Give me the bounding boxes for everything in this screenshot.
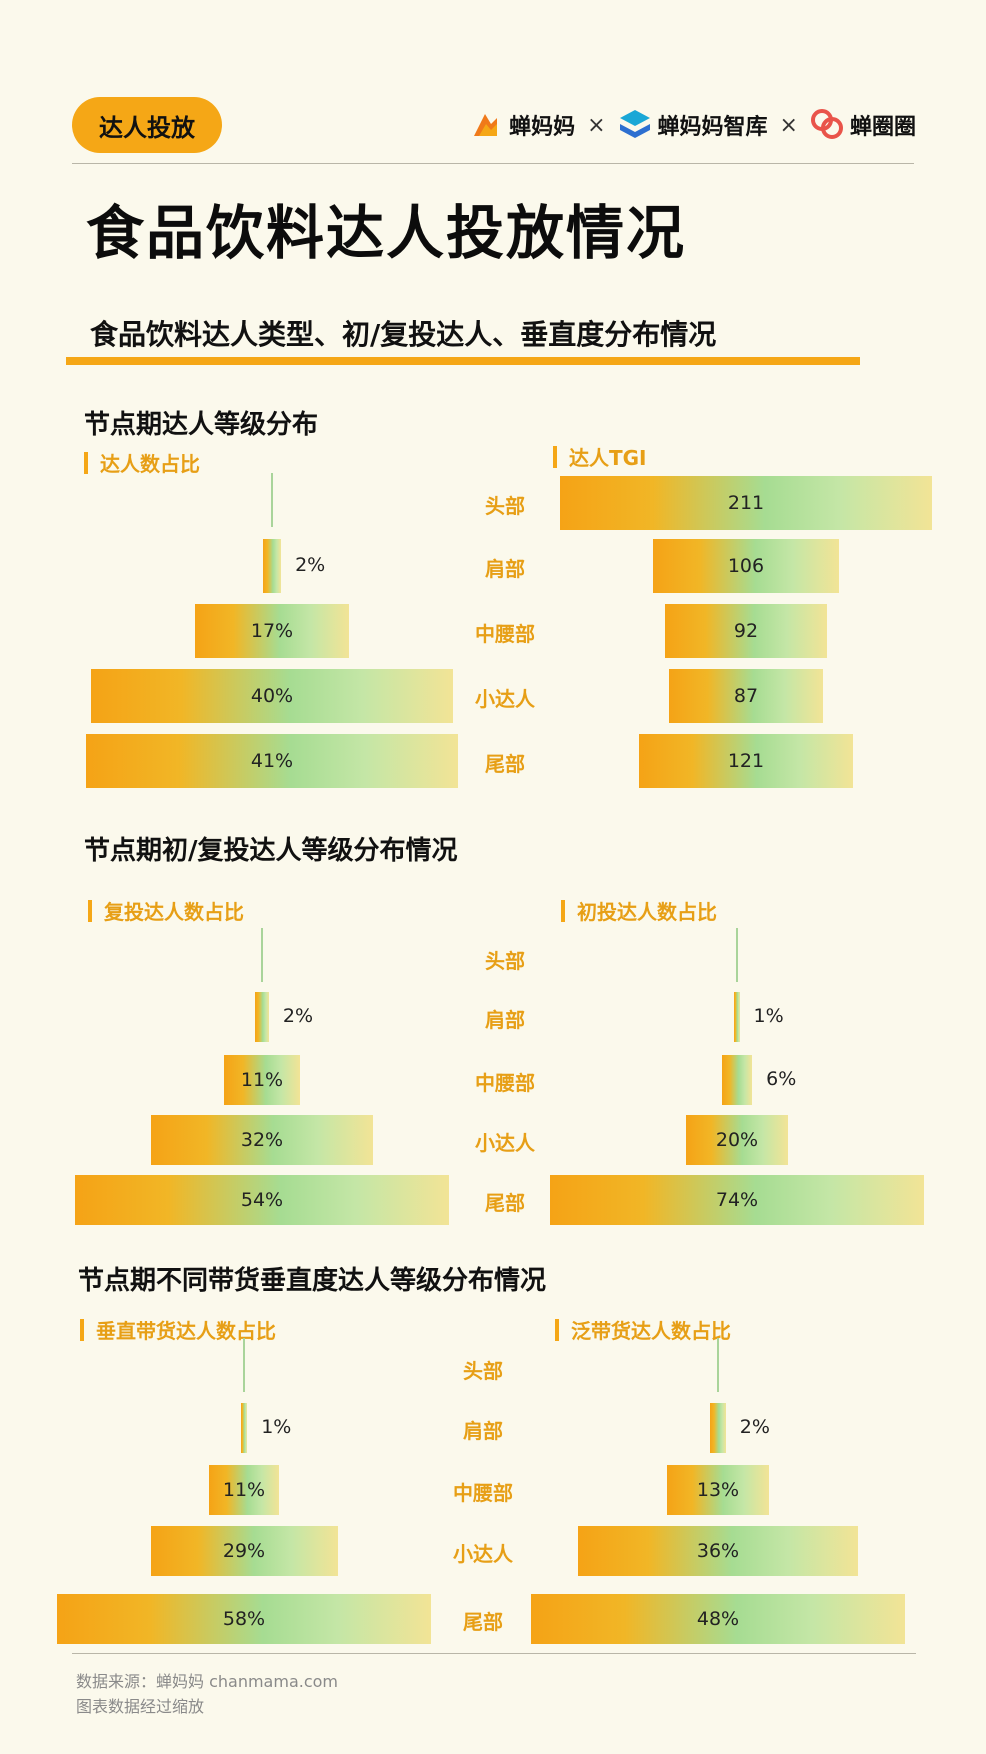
legend-label: 初投达人数占比 bbox=[577, 900, 717, 924]
bar-right-value: 36% bbox=[577, 1526, 859, 1576]
legend-marker bbox=[88, 899, 92, 922]
section-title-vertical: 节点期不同带货垂直度达人等级分布情况 bbox=[78, 1266, 547, 1296]
divider bbox=[72, 163, 914, 164]
brand-chanmama: 蝉妈妈 bbox=[469, 108, 575, 142]
bar-right-value: 211 bbox=[560, 476, 932, 530]
data-label: 6% bbox=[766, 1068, 797, 1090]
category-label: 中腰部 bbox=[475, 622, 535, 646]
bar-left-value: 40% bbox=[90, 669, 454, 723]
bar-left-value: 29% bbox=[150, 1526, 338, 1576]
brand-zhiku: 蝉妈妈智库 bbox=[618, 108, 768, 142]
category-label: 肩部 bbox=[463, 1419, 503, 1443]
data-note: 图表数据经过缩放 bbox=[76, 1697, 205, 1716]
bar-left bbox=[255, 992, 269, 1042]
bar-right bbox=[721, 1055, 753, 1105]
subtitle-underline bbox=[66, 357, 860, 365]
bar-right-value: 74% bbox=[550, 1175, 924, 1225]
data-label: 2% bbox=[282, 1005, 314, 1027]
brand-separator: × bbox=[587, 112, 606, 138]
brand-name: 蝉妈妈智库 bbox=[657, 115, 768, 140]
legend-marker bbox=[561, 899, 565, 922]
legend-label: 达人数占比 bbox=[100, 452, 200, 476]
legend-right: 初投达人数占比 bbox=[561, 896, 717, 925]
category-label: 尾部 bbox=[485, 1191, 525, 1215]
data-label: 1% bbox=[753, 1005, 784, 1027]
bar-left-value: 32% bbox=[151, 1115, 373, 1165]
legend-marker bbox=[555, 1318, 559, 1341]
bar-left bbox=[271, 473, 273, 527]
category-label: 肩部 bbox=[485, 1008, 525, 1032]
legend-marker bbox=[80, 1318, 84, 1341]
bar-right-value: 106 bbox=[652, 539, 840, 593]
legend-label: 泛带货达人数占比 bbox=[571, 1319, 731, 1343]
category-label: 小达人 bbox=[453, 1542, 513, 1566]
bar-right-value: 92 bbox=[664, 604, 828, 658]
bar-right bbox=[710, 1403, 726, 1453]
category-label: 头部 bbox=[485, 494, 525, 518]
chanquanquan-logo-icon bbox=[810, 109, 843, 139]
category-label: 尾部 bbox=[485, 752, 525, 776]
brand-name: 蝉圈圈 bbox=[849, 115, 916, 140]
category-label: 头部 bbox=[463, 1359, 503, 1383]
bar-left-value: 11% bbox=[223, 1055, 301, 1105]
bar-left-value: 58% bbox=[57, 1594, 431, 1644]
chanmama-logo-icon bbox=[474, 114, 498, 136]
brand-row: 蝉妈妈 × 蝉妈妈智库 × 蝉圈圈 bbox=[469, 108, 916, 142]
category-label: 中腰部 bbox=[453, 1481, 513, 1505]
section-title-level: 节点期达人等级分布 bbox=[84, 410, 319, 440]
data-label: 2% bbox=[295, 554, 326, 576]
legend-left: 垂直带货达人数占比 bbox=[80, 1315, 276, 1344]
brand-chanquanquan: 蝉圈圈 bbox=[810, 108, 916, 142]
legend-marker bbox=[84, 451, 88, 474]
category-label: 肩部 bbox=[485, 557, 525, 581]
bar-left-value: 17% bbox=[194, 604, 350, 658]
bar-right bbox=[736, 928, 738, 982]
bar-right-value: 121 bbox=[639, 734, 853, 788]
brand-separator: × bbox=[779, 112, 798, 138]
category-label: 小达人 bbox=[475, 1131, 535, 1155]
legend-right: 达人TGI bbox=[553, 442, 647, 471]
legend-label: 垂直带货达人数占比 bbox=[96, 1319, 276, 1343]
legend-label: 复投达人数占比 bbox=[104, 900, 244, 924]
zhiku-logo-icon bbox=[619, 110, 650, 138]
bar-left-value: 11% bbox=[208, 1465, 280, 1515]
category-label: 小达人 bbox=[475, 687, 535, 711]
data-label: 1% bbox=[261, 1416, 292, 1438]
brand-name: 蝉妈妈 bbox=[509, 115, 576, 140]
legend-right: 泛带货达人数占比 bbox=[555, 1315, 731, 1344]
legend-label: 达人TGI bbox=[569, 446, 647, 470]
bar-right-value: 20% bbox=[686, 1115, 788, 1165]
bar-left bbox=[243, 1338, 245, 1392]
page-title: 食品饮料达人投放情况 bbox=[86, 199, 687, 267]
bar-right-value: 87 bbox=[669, 669, 823, 723]
divider bbox=[72, 1653, 916, 1654]
bar-left-value: 41% bbox=[86, 734, 458, 788]
bar-right-value: 48% bbox=[531, 1594, 905, 1644]
bar-right bbox=[734, 992, 740, 1042]
data-source: 数据来源：蝉妈妈 chanmama.com bbox=[76, 1672, 339, 1691]
bar-left-value: 54% bbox=[75, 1175, 449, 1225]
section-tag: 达人投放 bbox=[72, 97, 222, 153]
category-label: 中腰部 bbox=[475, 1071, 535, 1095]
legend-left: 达人数占比 bbox=[84, 448, 200, 477]
category-label: 尾部 bbox=[463, 1610, 503, 1634]
legend-left: 复投达人数占比 bbox=[88, 896, 244, 925]
section-title-first-repeat: 节点期初/复投达人等级分布情况 bbox=[84, 836, 458, 866]
category-label: 头部 bbox=[485, 949, 525, 973]
page-subtitle: 食品饮料达人类型、初/复投达人、垂直度分布情况 bbox=[90, 318, 717, 351]
bar-left bbox=[262, 539, 282, 593]
bar-right-value: 13% bbox=[667, 1465, 769, 1515]
bar-left bbox=[240, 1403, 248, 1453]
data-label: 2% bbox=[739, 1416, 770, 1438]
bar-right bbox=[717, 1338, 719, 1392]
legend-marker bbox=[553, 445, 557, 468]
bar-left bbox=[261, 928, 263, 982]
